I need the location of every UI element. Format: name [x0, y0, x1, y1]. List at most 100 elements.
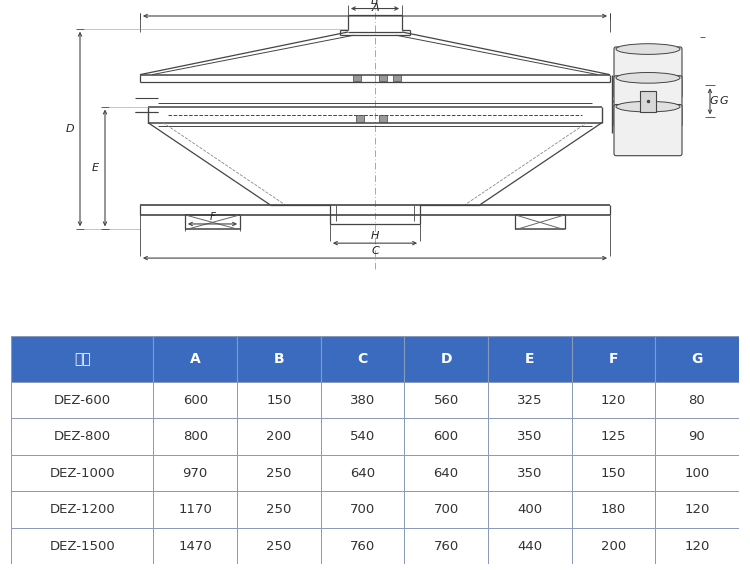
FancyBboxPatch shape [656, 528, 739, 564]
Text: 700: 700 [350, 503, 375, 516]
Bar [379, 115, 387, 121]
FancyBboxPatch shape [572, 336, 656, 382]
Text: D: D [440, 352, 452, 366]
Ellipse shape [616, 44, 680, 54]
Text: 800: 800 [183, 430, 208, 443]
FancyBboxPatch shape [488, 528, 572, 564]
Text: 760: 760 [350, 540, 375, 552]
FancyBboxPatch shape [656, 336, 739, 382]
FancyBboxPatch shape [154, 455, 237, 491]
Text: 640: 640 [433, 467, 459, 479]
Bar [379, 75, 387, 81]
FancyBboxPatch shape [321, 528, 404, 564]
Text: 380: 380 [350, 394, 375, 406]
Text: 250: 250 [266, 540, 292, 552]
Text: 560: 560 [433, 394, 459, 406]
FancyBboxPatch shape [154, 382, 237, 418]
Text: 100: 100 [684, 467, 709, 479]
Text: 90: 90 [688, 430, 705, 443]
FancyBboxPatch shape [237, 491, 321, 528]
FancyBboxPatch shape [404, 336, 488, 382]
Text: 640: 640 [350, 467, 375, 479]
FancyBboxPatch shape [488, 418, 572, 455]
FancyBboxPatch shape [404, 455, 488, 491]
Text: 180: 180 [601, 503, 626, 516]
FancyBboxPatch shape [154, 336, 237, 382]
Text: DEZ-1500: DEZ-1500 [50, 540, 116, 552]
Text: DEZ-600: DEZ-600 [54, 394, 111, 406]
Text: 125: 125 [601, 430, 626, 443]
FancyBboxPatch shape [572, 382, 656, 418]
FancyBboxPatch shape [237, 418, 321, 455]
FancyBboxPatch shape [321, 336, 404, 382]
FancyBboxPatch shape [488, 455, 572, 491]
Text: 200: 200 [266, 430, 292, 443]
Text: G: G [710, 96, 718, 107]
Text: 325: 325 [517, 394, 542, 406]
Text: B: B [274, 352, 284, 366]
Ellipse shape [616, 72, 680, 83]
Text: 540: 540 [350, 430, 375, 443]
FancyBboxPatch shape [11, 455, 154, 491]
FancyBboxPatch shape [11, 491, 154, 528]
Text: 700: 700 [433, 503, 459, 516]
FancyBboxPatch shape [656, 418, 739, 455]
FancyBboxPatch shape [572, 455, 656, 491]
FancyBboxPatch shape [321, 382, 404, 418]
Bar [353, 75, 361, 81]
FancyBboxPatch shape [656, 382, 739, 418]
FancyBboxPatch shape [614, 104, 682, 156]
FancyBboxPatch shape [572, 528, 656, 564]
Text: 80: 80 [688, 394, 705, 406]
Text: 350: 350 [517, 430, 542, 443]
Ellipse shape [616, 101, 680, 112]
FancyBboxPatch shape [237, 528, 321, 564]
Text: 350: 350 [517, 467, 542, 479]
FancyBboxPatch shape [11, 336, 154, 382]
Text: DEZ-800: DEZ-800 [54, 430, 111, 443]
FancyBboxPatch shape [11, 528, 154, 564]
Text: 1470: 1470 [178, 540, 212, 552]
FancyBboxPatch shape [321, 418, 404, 455]
Text: 1170: 1170 [178, 503, 212, 516]
FancyBboxPatch shape [321, 455, 404, 491]
Text: A: A [371, 3, 379, 13]
Text: C: C [357, 352, 368, 366]
FancyBboxPatch shape [11, 336, 739, 564]
FancyBboxPatch shape [237, 455, 321, 491]
Text: F: F [209, 212, 215, 222]
FancyBboxPatch shape [404, 382, 488, 418]
Text: A: A [190, 352, 200, 366]
Text: DEZ-1200: DEZ-1200 [50, 503, 116, 516]
FancyBboxPatch shape [11, 382, 154, 418]
FancyBboxPatch shape [154, 418, 237, 455]
Text: D: D [65, 124, 74, 134]
Text: C: C [371, 246, 379, 256]
Text: 200: 200 [601, 540, 626, 552]
FancyBboxPatch shape [656, 455, 739, 491]
Text: 型号: 型号 [74, 352, 91, 366]
Text: 440: 440 [518, 540, 542, 552]
FancyBboxPatch shape [237, 336, 321, 382]
Bar [356, 115, 364, 121]
Text: 600: 600 [183, 394, 208, 406]
Text: B: B [371, 0, 379, 6]
FancyBboxPatch shape [640, 91, 656, 112]
Text: DEZ-1000: DEZ-1000 [50, 467, 116, 479]
Text: 250: 250 [266, 503, 292, 516]
Text: 250: 250 [266, 467, 292, 479]
FancyBboxPatch shape [656, 491, 739, 528]
FancyBboxPatch shape [154, 491, 237, 528]
FancyBboxPatch shape [488, 336, 572, 382]
FancyBboxPatch shape [572, 491, 656, 528]
Bar [393, 75, 401, 81]
FancyBboxPatch shape [488, 382, 572, 418]
Text: 120: 120 [684, 503, 709, 516]
Text: 150: 150 [266, 394, 292, 406]
FancyBboxPatch shape [614, 76, 682, 127]
FancyBboxPatch shape [154, 528, 237, 564]
Text: 760: 760 [433, 540, 459, 552]
Text: 400: 400 [518, 503, 542, 516]
FancyBboxPatch shape [404, 528, 488, 564]
Text: E: E [525, 352, 535, 366]
